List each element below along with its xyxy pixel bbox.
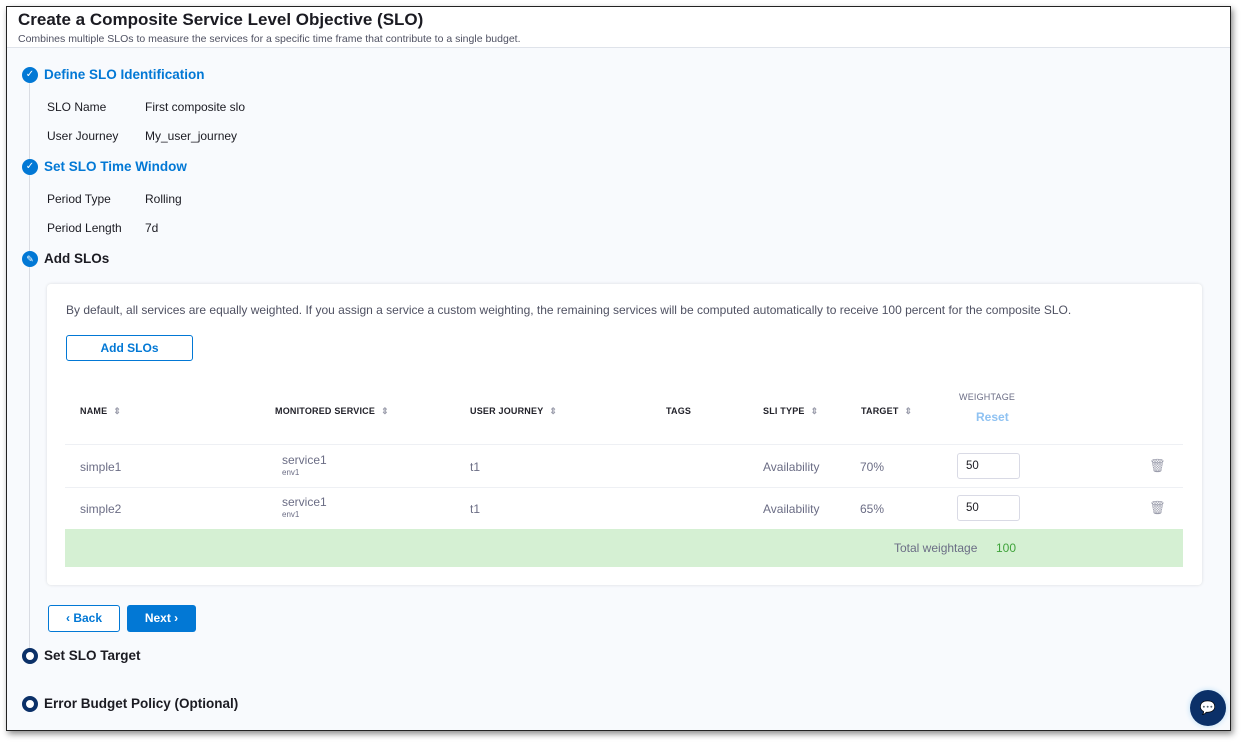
next-button[interactable]: Next ›: [127, 605, 196, 632]
column-weightage: WEIGHTAGE: [959, 392, 1016, 402]
slo-name: simple2: [80, 502, 122, 516]
trash-icon[interactable]: 🗑: [1149, 458, 1166, 473]
total-weightage-bar: Total weightage 100: [65, 529, 1183, 567]
column-label: SLI TYPE: [763, 406, 805, 416]
sli-type: Availability: [763, 502, 820, 516]
sli-type: Availability: [763, 460, 820, 474]
field-value: First composite slo: [145, 100, 246, 114]
back-button[interactable]: ‹ Back: [48, 605, 120, 632]
column-monitored-service[interactable]: MONITORED SERVICE ⇕: [275, 406, 389, 417]
column-label: MONITORED SERVICE: [275, 406, 376, 416]
add-slos-button[interactable]: Add SLOs: [66, 335, 193, 361]
sort-icon: ⇕: [904, 406, 913, 416]
help-chat-icon[interactable]: 💬: [1190, 690, 1226, 726]
chevron-right-icon: ›: [170, 611, 179, 625]
composite-slo-window: Create a Composite Service Level Objecti…: [6, 6, 1231, 731]
column-target[interactable]: TARGET ⇕: [861, 406, 912, 417]
page-header: Create a Composite Service Level Objecti…: [7, 7, 1230, 48]
field-value: 7d: [145, 221, 159, 235]
weightage-input[interactable]: 50: [957, 495, 1020, 521]
step-set-slo-target[interactable]: Set SLO Target: [44, 648, 141, 663]
weightage-input[interactable]: 50: [957, 453, 1020, 479]
pending-step-icon: [22, 696, 38, 712]
target: 70%: [860, 460, 885, 474]
total-weightage-label: Total weightage: [894, 541, 978, 555]
step-time-window[interactable]: Set SLO Time Window: [44, 159, 187, 174]
field-value: Rolling: [145, 192, 182, 206]
sort-icon: ⇕: [549, 406, 558, 416]
step-error-budget-policy[interactable]: Error Budget Policy (Optional): [44, 696, 239, 711]
back-label: Back: [73, 611, 103, 625]
field-label: SLO Name: [47, 100, 107, 114]
chevron-left-icon: ‹: [65, 611, 74, 625]
column-user-journey[interactable]: USER JOURNEY ⇕: [470, 406, 557, 417]
column-label: TARGET: [861, 406, 899, 416]
environment: env1: [282, 510, 300, 519]
column-label: NAME: [80, 406, 108, 416]
pending-step-icon: [22, 648, 38, 664]
field-label: User Journey: [47, 129, 119, 143]
column-sli-type[interactable]: SLI TYPE ⇕: [763, 406, 818, 417]
field-value: My_user_journey: [145, 129, 238, 143]
add-slos-card: By default, all services are equally wei…: [47, 284, 1202, 585]
weighting-info: By default, all services are equally wei…: [66, 303, 1072, 317]
column-label: USER JOURNEY: [470, 406, 544, 416]
monitored-service: service1: [282, 453, 327, 467]
reset-weightage-link[interactable]: Reset: [976, 410, 1009, 424]
next-label: Next: [144, 611, 171, 625]
monitored-service: service1: [282, 495, 327, 509]
environment: env1: [282, 468, 300, 477]
field-label: Period Type: [47, 192, 111, 206]
target: 65%: [860, 502, 885, 516]
check-icon: ✓: [22, 159, 38, 175]
page-subtitle: Combines multiple SLOs to measure the se…: [18, 33, 521, 45]
sort-icon: ⇕: [381, 406, 389, 416]
pencil-icon: ✎: [22, 251, 38, 267]
column-tags: TAGS: [666, 406, 692, 416]
stepper-line: [29, 83, 30, 655]
check-icon: ✓: [22, 67, 38, 83]
sort-icon: ⇕: [810, 406, 819, 416]
column-name[interactable]: NAME ⇕: [80, 406, 121, 417]
user-journey: t1: [470, 502, 481, 516]
trash-icon[interactable]: 🗑: [1149, 500, 1166, 515]
user-journey: t1: [470, 460, 481, 474]
step-define-slo[interactable]: Define SLO Identification: [44, 67, 205, 82]
field-label: Period Length: [47, 221, 122, 235]
divider: [65, 487, 1183, 488]
slo-name: simple1: [80, 460, 122, 474]
sort-icon: ⇕: [113, 406, 122, 416]
page-title: Create a Composite Service Level Objecti…: [18, 10, 424, 29]
step-add-slos: Add SLOs: [44, 251, 110, 266]
divider: [65, 444, 1183, 445]
total-weightage-value: 100: [996, 541, 1017, 555]
